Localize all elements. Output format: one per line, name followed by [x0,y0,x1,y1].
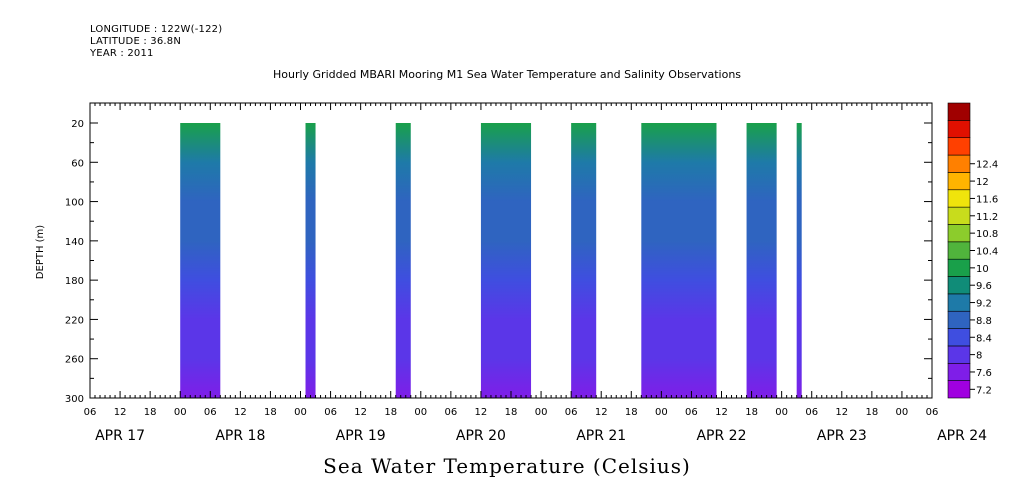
x-tick-label: 00 [655,407,668,418]
colorbar-label: 9.6 [976,281,992,292]
colorbar-label: 9.2 [976,299,992,310]
y-tick-label: 260 [65,355,84,366]
x-tick-label: 06 [204,407,217,418]
colorbar-swatch [947,189,971,208]
x-tick-label: 18 [505,407,518,418]
y-tick-label: 100 [65,198,84,209]
x-day-label: APR 23 [817,428,867,444]
x-day-label: APR 19 [336,428,386,444]
colorbar-label: 10.4 [976,247,998,258]
x-tick-label: 12 [835,407,848,418]
x-tick-label: 18 [745,407,758,418]
x-day-label: APR 24 [937,428,987,444]
colorbar-label: 10.8 [976,229,998,240]
x-tick-label: 12 [234,407,247,418]
y-tick-label: 140 [65,237,84,248]
data-segment [796,123,802,398]
data-segment [395,123,411,398]
colorbar-swatch [947,206,971,225]
colorbar-swatch [947,276,971,295]
x-day-label: APR 17 [95,428,145,444]
colorbar-swatch [947,380,971,399]
x-tick-label: 18 [625,407,638,418]
data-segments [180,123,802,398]
colorbar-swatch [947,102,971,121]
x-tick-label: 18 [384,407,397,418]
x-tick-label: 06 [84,407,97,418]
colorbar-label: 8.4 [976,333,992,344]
x-tick-label: 18 [264,407,277,418]
colorbar-label: 10 [976,264,989,275]
data-segment [180,123,221,398]
colorbar-label: 8.8 [976,316,992,327]
x-tick-label: 12 [114,407,127,418]
data-segment [571,123,597,398]
x-tick-label: 18 [865,407,878,418]
x-tick-label: 12 [595,407,608,418]
y-axis-label: DEPTH (m) [35,225,46,279]
colorbar-label: 11.6 [976,194,998,205]
y-tick-label: 220 [65,315,84,326]
colorbar-swatch [947,362,971,381]
x-tick-label: 00 [414,407,427,418]
x-tick-label: 12 [715,407,728,418]
colorbar-swatch [947,258,971,277]
colorbar-label: 7.2 [976,385,992,396]
x-day-label: APR 22 [696,428,746,444]
colorbar-swatch [947,241,971,260]
x-tick-label: 00 [294,407,307,418]
data-segment [746,123,777,398]
colorbar-label: 11.2 [976,212,998,223]
x-tick-label: 06 [324,407,337,418]
colorbar-swatch [947,137,971,156]
x-day-label: APR 20 [456,428,506,444]
x-tick-label: 06 [444,407,457,418]
colorbar-swatch [947,224,971,243]
y-tick-label: 300 [65,394,84,405]
x-tick-label: 06 [685,407,698,418]
data-segment [480,123,532,398]
x-tick-label: 06 [926,407,939,418]
x-tick-label: 00 [775,407,788,418]
chart-title: Hourly Gridded MBARI Mooring M1 Sea Wate… [272,68,742,81]
colorbar-label: 12 [976,177,989,188]
colorbar-swatch [947,154,971,173]
x-tick-label: 12 [475,407,488,418]
longitude-label: LONGITUDE : 122W(-122) [90,24,223,35]
colorbar-label: 7.6 [976,368,992,379]
x-tick-label: 00 [174,407,187,418]
colorbar-swatch [947,345,971,364]
x-day-label: APR 18 [215,428,265,444]
colorbar-label: 8 [976,351,982,362]
latitude-label: LATITUDE : 36.8N [90,36,182,47]
x-axis-title: Sea Water Temperature (Celsius) [323,454,691,478]
data-segment [305,123,316,398]
x-axis: 06 12 18 00 06 12 18 00 06 12 18 00 06 12 18 00 06 12 18 00… [84,103,987,444]
y-tick-label: 60 [71,158,84,169]
colorbar-swatch [947,293,971,312]
x-tick-label: 00 [535,407,548,418]
y-axis: 20 60 100 140 180 220 260 300 [65,119,932,405]
x-tick-label: 00 [896,407,909,418]
x-day-label: APR 21 [576,428,626,444]
x-tick-label: 18 [144,407,157,418]
colorbar-swatch [947,310,971,329]
colorbar-label: 12.4 [976,160,998,171]
colorbar-swatch [947,328,971,347]
colorbar-swatch [947,172,971,191]
y-tick-label: 180 [65,276,84,287]
data-segment [641,123,717,398]
x-tick-label: 12 [354,407,367,418]
year-label: YEAR : 2011 [90,48,154,59]
y-tick-label: 20 [71,119,84,130]
x-tick-label: 06 [565,407,578,418]
colorbar-swatch [947,120,971,139]
x-tick-label: 06 [805,407,818,418]
chart-metadata: LONGITUDE : 122W(-122) LATITUDE : 36.8N … [90,24,222,60]
colorbar: 7.2 7.6 8 8.4 8.8 9.2 9.6 10 10.4 10.8 11.2 11.6 12 1… [947,102,998,399]
